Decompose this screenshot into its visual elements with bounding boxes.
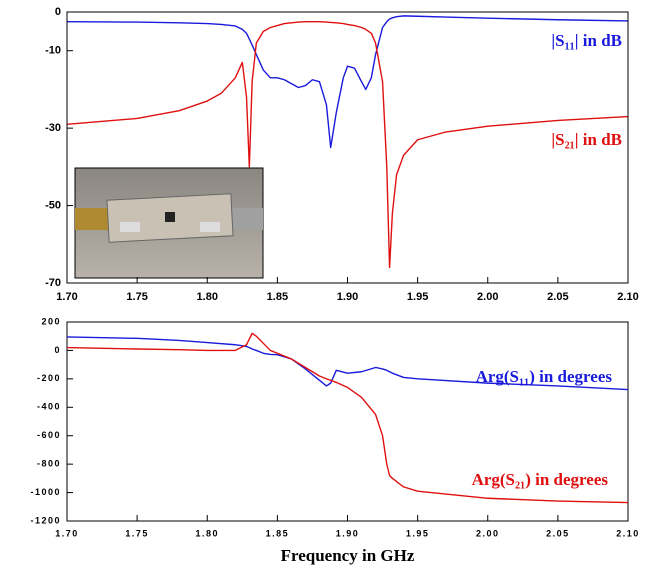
y-tick-label: -1200	[30, 515, 61, 525]
x-tick-label: 2.05	[547, 291, 568, 303]
x-tick-label: 1.90	[336, 528, 360, 538]
x-tick-label: 1.70	[56, 291, 77, 303]
legend-label: Arg(S₂₁) in degrees	[472, 470, 609, 489]
x-tick-label: 1.75	[125, 528, 149, 538]
x-tick-label: 2.10	[616, 528, 640, 538]
x-tick-label: 1.70	[55, 528, 79, 538]
y-tick-label: -800	[37, 459, 61, 469]
y-tick-label: 200	[41, 316, 61, 326]
x-tick-label: 1.80	[197, 291, 218, 303]
x-tick-label: 1.75	[126, 291, 147, 303]
x-axis-title: Frequency in GHz	[281, 546, 415, 565]
x-tick-label: 1.90	[337, 291, 358, 303]
x-tick-label: 2.05	[546, 528, 570, 538]
plot-frame	[66, 321, 629, 522]
x-tick-label: 2.10	[617, 291, 638, 303]
legend-label: |S₂₁| in dB	[551, 130, 622, 149]
x-tick-label: 1.85	[267, 291, 288, 303]
x-tick-label: 1.80	[195, 528, 219, 538]
series-line	[66, 15, 629, 149]
y-tick-label: -600	[37, 430, 61, 440]
y-tick-label: 0	[55, 6, 61, 18]
legend-label: |S₁₁| in dB	[551, 31, 622, 50]
y-tick-label: -400	[37, 402, 61, 412]
y-tick-label: -1000	[30, 487, 61, 497]
x-tick-label: 2.00	[477, 291, 498, 303]
inset-photo	[74, 167, 264, 279]
x-tick-label: 1.95	[406, 528, 430, 538]
x-tick-label: 1.95	[407, 291, 428, 303]
series-line	[66, 332, 629, 504]
y-tick-label: -200	[37, 373, 61, 383]
legend-label: Arg(S₁₁) in degrees	[476, 367, 613, 386]
x-tick-label: 1.85	[266, 528, 290, 538]
y-tick-label: -30	[45, 122, 61, 134]
y-tick-label: -10	[45, 45, 61, 57]
y-tick-label: 0	[54, 345, 61, 355]
series-line	[66, 20, 629, 269]
x-tick-label: 2.00	[476, 528, 500, 538]
y-tick-label: -70	[45, 277, 61, 289]
y-tick-label: -50	[45, 199, 61, 211]
